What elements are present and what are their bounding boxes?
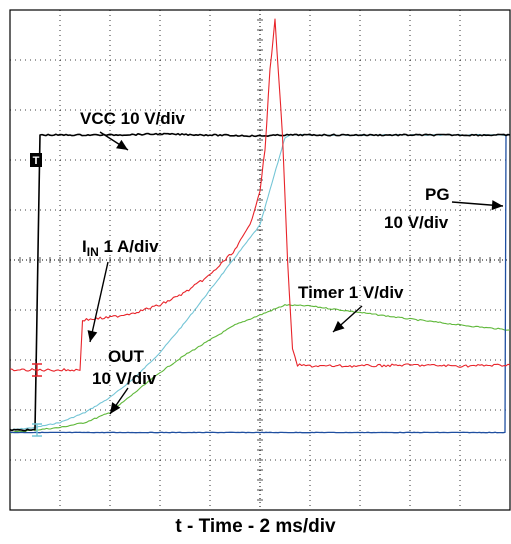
vcc-arrow-head [116, 139, 128, 150]
series-out-label: OUT [108, 347, 145, 366]
iin-arrow [89, 261, 109, 343]
grid [9, 9, 511, 511]
series-iin-label: IIN 1 A/div [82, 237, 159, 259]
iin-arrow-head [87, 330, 98, 342]
series-timer-trace [9, 304, 511, 434]
series-vcc-trace [9, 132, 511, 432]
series-timer-label: Timer 1 V/div [298, 283, 404, 302]
trigger-marker-label: T [33, 155, 40, 167]
x-axis-label: t - Time - 2 ms/div [175, 516, 336, 537]
series-out-label-2: 10 V/div [92, 369, 157, 388]
iin-ground-marker [32, 363, 42, 377]
series-pg-trace [10, 134, 511, 434]
out-arrow-head [110, 402, 121, 414]
traces [9, 18, 511, 437]
series-vcc-label: VCC 10 V/div [80, 109, 185, 128]
series-pg-label: PG [425, 185, 450, 204]
annotations: T VCC 10 V/div PG 10 V/div IIN 1 A/div Timer … [30, 109, 504, 415]
timer-arrow-head [333, 320, 345, 332]
series-pg-label-2: 10 V/div [384, 213, 449, 232]
trigger-marker-box [30, 153, 42, 167]
out-ground-marker [32, 423, 42, 437]
pg-arrow-head [491, 200, 503, 211]
